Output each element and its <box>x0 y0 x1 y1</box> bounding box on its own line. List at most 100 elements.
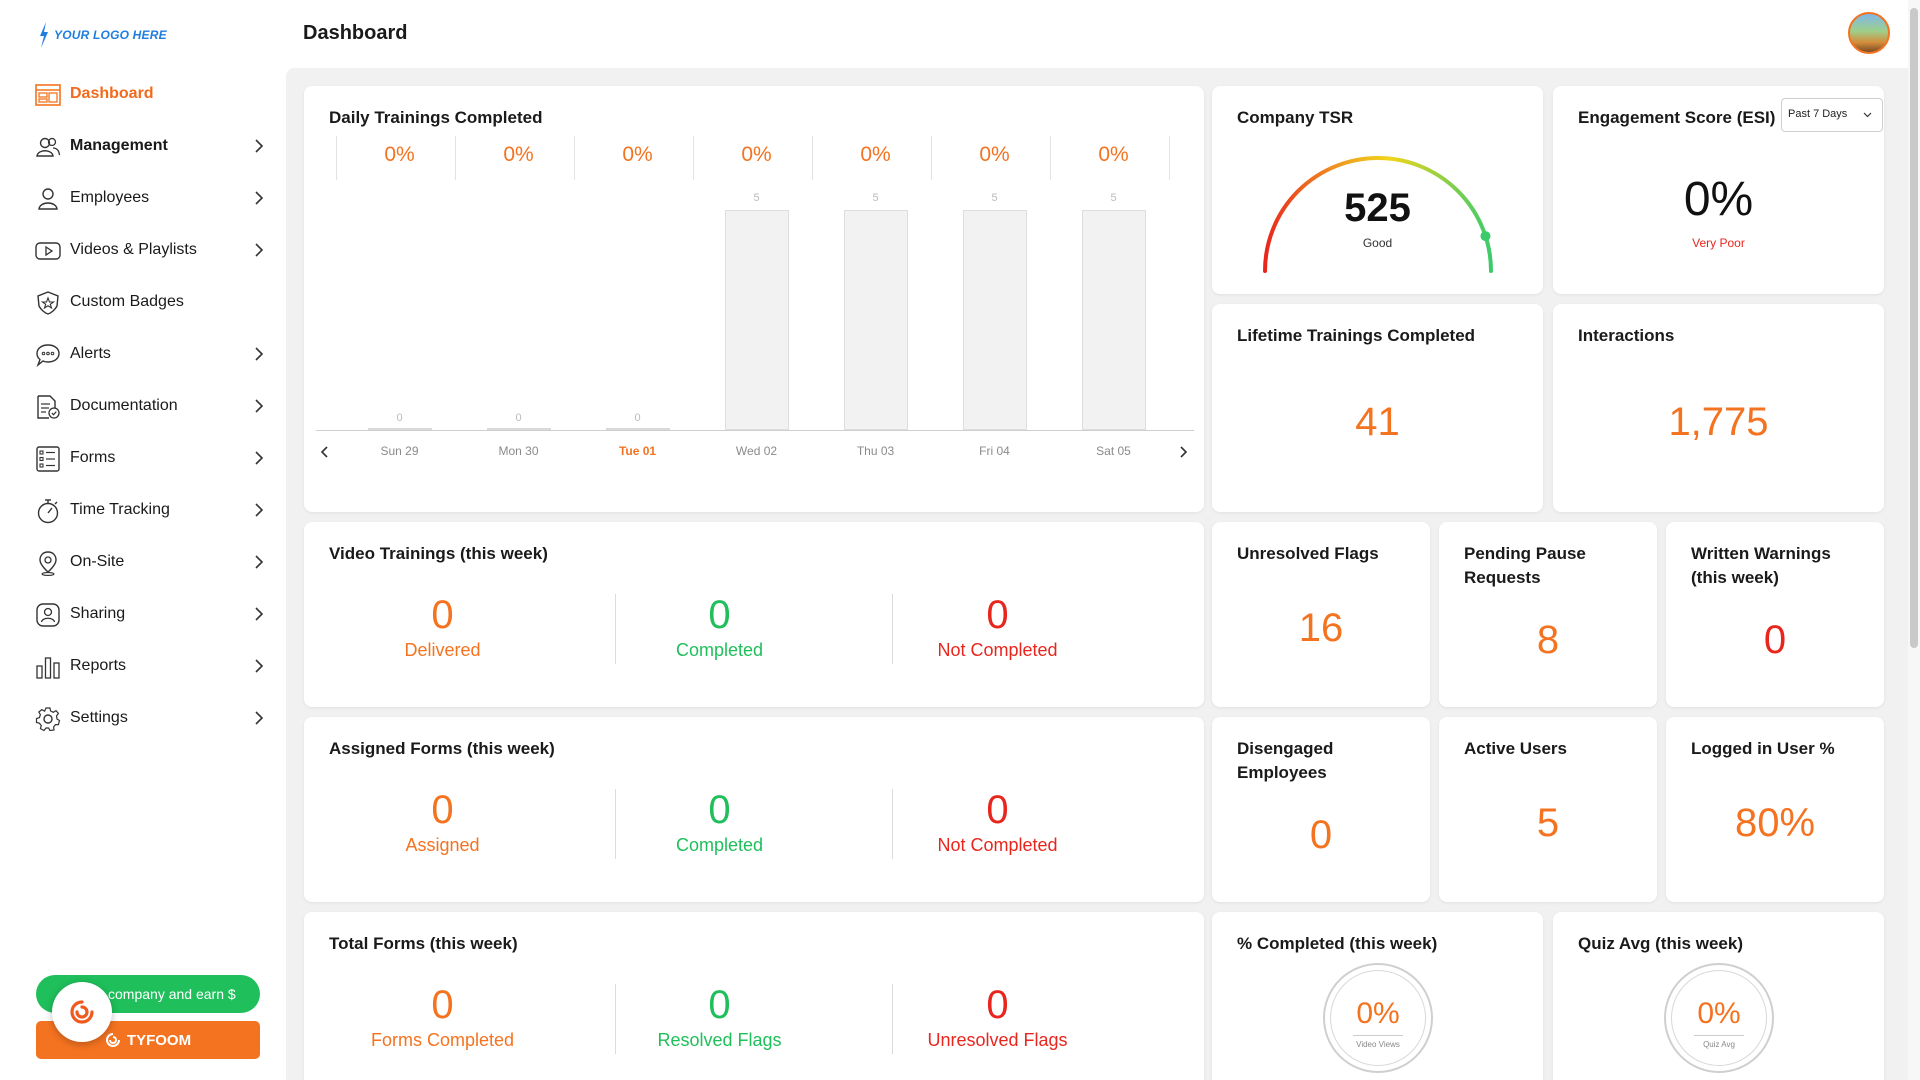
delivered-stat: 0 Delivered <box>304 592 581 661</box>
video-icon <box>35 242 61 260</box>
active-users-value: 5 <box>1536 801 1560 845</box>
pct-completed-card: % Completed (this week) 0% Video Views <box>1212 912 1543 1080</box>
percent-label: 0% <box>384 143 415 166</box>
percent-divider <box>1050 136 1051 180</box>
sidebar-item-employees[interactable]: Employees <box>0 176 286 220</box>
dashboard-content: Daily Trainings Completed 0% 0 Sun 29 0% 0 Mo… <box>286 68 1910 1080</box>
disengaged-value: 0 <box>1309 813 1333 857</box>
stat-value: 0 <box>708 983 731 1027</box>
chevron-right-icon[interactable] <box>1176 444 1190 460</box>
sidebar-item-management[interactable]: Management <box>0 124 286 168</box>
title-line: Employees <box>1237 763 1327 782</box>
bar-value-label: 5 <box>753 192 760 204</box>
chevron-right-icon <box>255 607 264 621</box>
date-range-select[interactable]: Past 7 Days <box>1781 98 1883 132</box>
sidebar-item-documentation[interactable]: Documentation <box>0 384 286 428</box>
sidebar-item-sharing[interactable]: Sharing <box>0 592 286 636</box>
percent-divider <box>336 136 337 180</box>
divider <box>892 984 893 1054</box>
sidebar-item-label: On-Site <box>70 553 125 570</box>
sidebar-item-label: Dashboard <box>70 85 154 102</box>
lightning-bolt-icon <box>40 22 48 48</box>
stat-value: 0 <box>708 788 731 832</box>
day-label[interactable]: Thu 03 <box>856 444 895 458</box>
sidebar-item-settings[interactable]: Settings <box>0 696 286 740</box>
bar[interactable] <box>367 428 432 430</box>
daily-trainings-card: Daily Trainings Completed 0% 0 Sun 29 0% 0 Mo… <box>304 86 1204 512</box>
chevron-right-icon <box>255 243 264 257</box>
card-title: Video Trainings (this week) <box>329 544 548 563</box>
sidebar-item-label: Videos & Playlists <box>70 241 197 258</box>
title-line: Written Warnings <box>1691 544 1831 563</box>
quiz-avg-card: Quiz Avg (this week) 0% Quiz Avg <box>1553 912 1884 1080</box>
page-scrollbar[interactable] <box>1908 0 1920 1080</box>
divider <box>615 789 616 859</box>
bar[interactable] <box>962 210 1027 430</box>
chevron-right-icon <box>255 659 264 673</box>
card-title: Written Warnings (this week) <box>1691 542 1831 590</box>
card-title: Total Forms (this week) <box>329 934 518 953</box>
card-title: Disengaged Employees <box>1237 737 1333 785</box>
active-users-card: Active Users 5 <box>1439 717 1657 902</box>
bar[interactable] <box>605 428 670 430</box>
sidebar-item-videos-playlists[interactable]: Videos & Playlists <box>0 228 286 272</box>
chat-launcher-button[interactable] <box>52 982 112 1042</box>
chevron-right-icon <box>255 139 264 153</box>
tsr-rating: Good <box>1362 236 1393 250</box>
interactions-card: Interactions 1,775 <box>1553 304 1884 512</box>
sidebar-item-forms[interactable]: Forms <box>0 436 286 480</box>
bar[interactable] <box>724 210 789 430</box>
divider <box>615 594 616 664</box>
company-logo[interactable]: YOUR LOGO HERE <box>38 22 167 48</box>
bar[interactable] <box>843 210 908 430</box>
day-label[interactable]: Sun 29 <box>380 444 419 458</box>
lifetime-value: 41 <box>1355 400 1400 444</box>
completion-ring-inner <box>1330 970 1426 1066</box>
day-label[interactable]: Mon 30 <box>498 444 539 458</box>
stat-value: 0 <box>431 788 454 832</box>
chat-bubble-icon <box>36 344 60 368</box>
written-warnings-value: 0 <box>1763 618 1787 662</box>
chevron-right-icon <box>255 503 264 517</box>
sidebar-item-on-site[interactable]: On-Site <box>0 540 286 584</box>
stat-value: 0 <box>986 983 1009 1027</box>
chevron-right-icon <box>255 399 264 413</box>
avatar[interactable] <box>1848 12 1890 54</box>
bar[interactable] <box>486 428 551 430</box>
share-icon <box>36 603 60 627</box>
bar-value-label: 0 <box>396 412 403 424</box>
sidebar-item-custom-badges[interactable]: Custom Badges <box>0 280 286 324</box>
sidebar-item-alerts[interactable]: Alerts <box>0 332 286 376</box>
chevron-left-icon[interactable] <box>318 444 332 460</box>
bar[interactable] <box>1081 210 1146 430</box>
sidebar: YOUR LOGO HERE Dashboard Management Empl… <box>0 0 286 1080</box>
quiz-ring-inner <box>1671 970 1767 1066</box>
bar-value-label: 5 <box>872 192 879 204</box>
scrollbar-thumb[interactable] <box>1910 8 1918 648</box>
sidebar-item-reports[interactable]: Reports <box>0 644 286 688</box>
day-label[interactable]: Sat 05 <box>1096 444 1131 458</box>
quiz-ring: 0% Quiz Avg <box>1664 963 1774 1073</box>
stat-value: 0 <box>986 788 1009 832</box>
unresolved-flags-card: Unresolved Flags 16 <box>1212 522 1430 707</box>
completion-ring: 0% Video Views <box>1323 963 1433 1073</box>
title-line: Requests <box>1464 568 1541 587</box>
percent-divider <box>812 136 813 180</box>
percent-label: 0% <box>1098 143 1129 166</box>
sidebar-item-label: Documentation <box>70 397 178 414</box>
gauge-marker <box>1480 231 1491 242</box>
percent-label: 0% <box>860 143 891 166</box>
day-label[interactable]: Fri 04 <box>979 444 1010 458</box>
list-icon <box>36 446 60 472</box>
pending-pause-value: 8 <box>1536 618 1560 662</box>
lifetime-trainings-card: Lifetime Trainings Completed 41 <box>1212 304 1543 512</box>
assigned-forms-card: Assigned Forms (this week) 0 Assigned 0 Co… <box>304 717 1204 902</box>
stat-label: Not Completed <box>937 640 1058 660</box>
stat-value: 0 <box>708 593 731 637</box>
sidebar-item-time-tracking[interactable]: Time Tracking <box>0 488 286 532</box>
ring-caption: Quiz Avg <box>1703 1040 1735 1049</box>
day-label[interactable]: Tue 01 <box>618 444 657 458</box>
card-title: Company TSR <box>1237 108 1354 127</box>
sidebar-item-dashboard[interactable]: Dashboard <box>0 72 286 116</box>
day-label[interactable]: Wed 02 <box>735 444 778 458</box>
